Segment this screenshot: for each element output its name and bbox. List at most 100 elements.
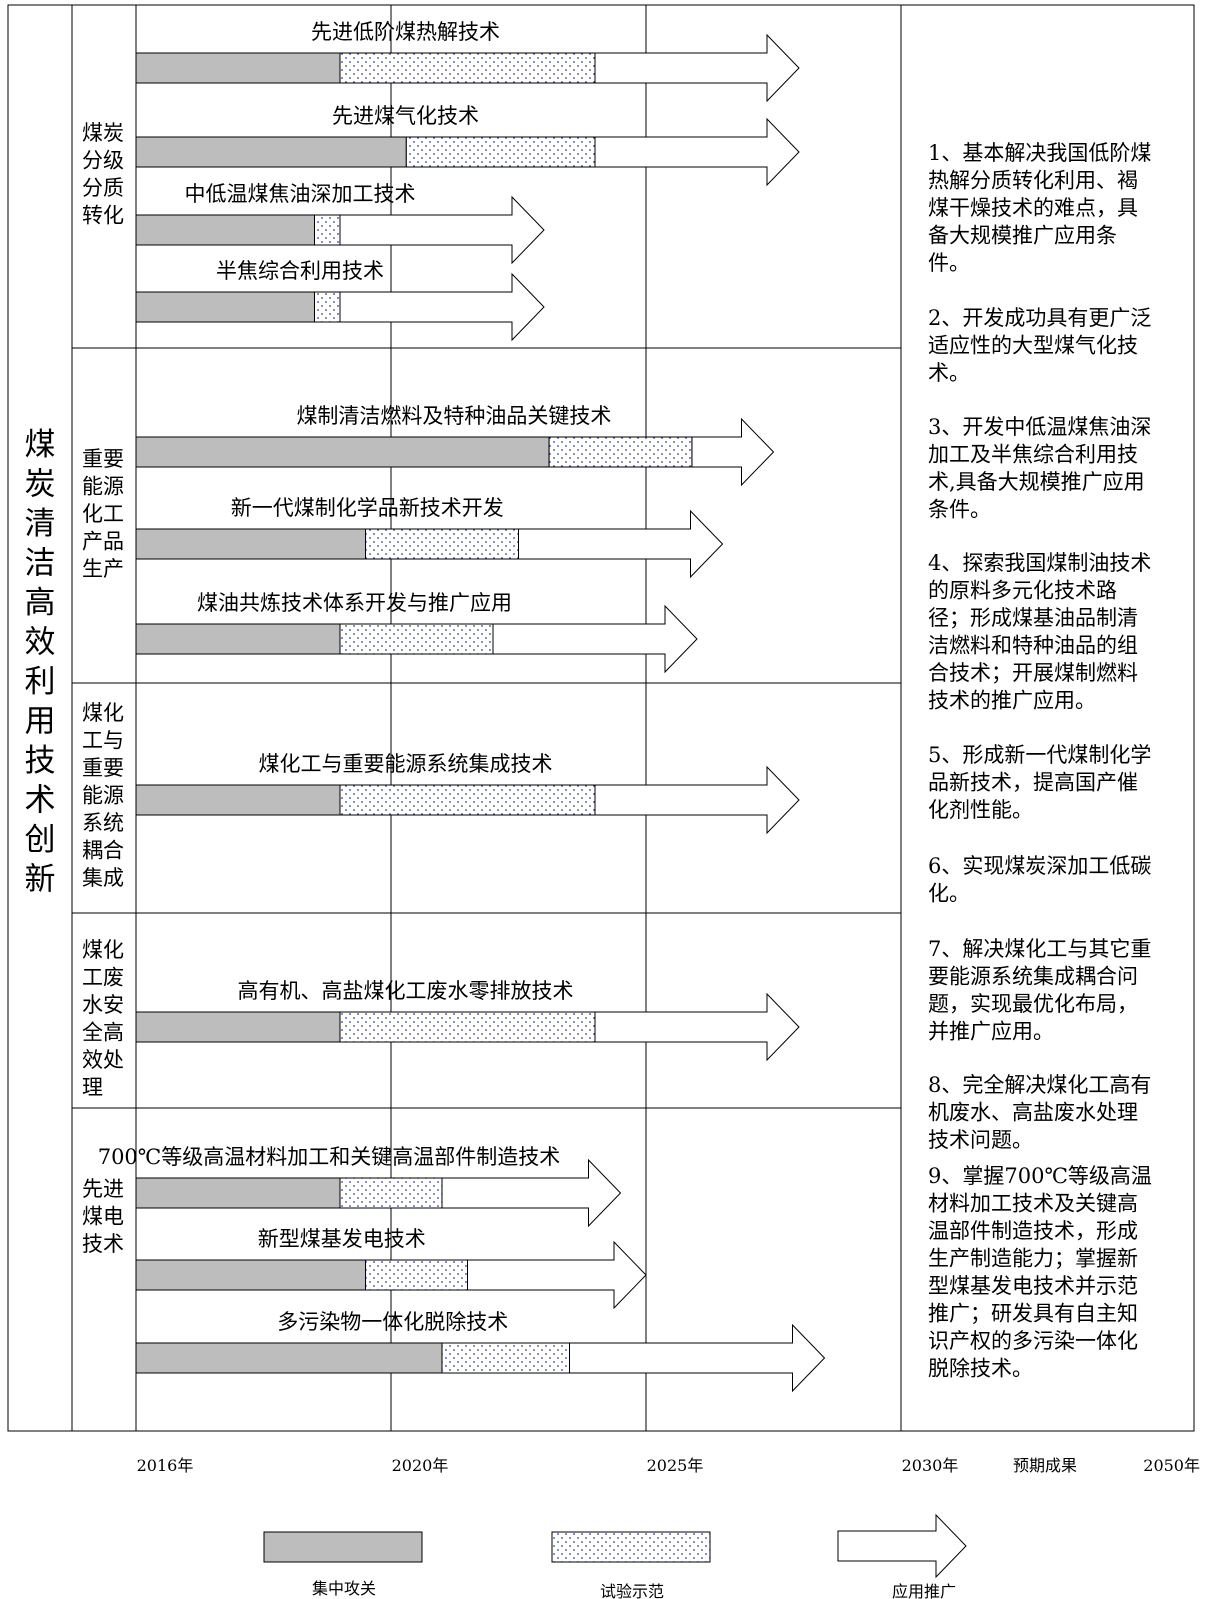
outcome-line: 识产权的多污染一体化 [928,1329,1138,1353]
category-label-line: 耦合 [82,839,124,863]
outcome-line: 径；形成煤基油品制清 [928,606,1138,630]
demo-bar [339,52,596,84]
task-name: 先进低阶煤热解技术 [311,20,500,44]
promotion-arrow [594,992,800,1062]
outcome-line: 品新技术，提高国产催 [928,771,1138,795]
demo-bar [339,623,494,655]
main-title-char: 用 [25,704,56,740]
timeline-label: 2020年 [392,1456,449,1475]
outcome-line: 推广；研发具有自主知 [928,1302,1138,1326]
category-label-line: 技术 [82,1232,124,1256]
outcome-line: 件。 [928,251,970,275]
promotion-arrow [441,1158,622,1228]
main-title-char: 煤 [25,427,56,463]
main-title-char: 高 [25,585,56,621]
outcome-line: 并推广应用。 [928,1020,1054,1044]
outcome-line: 生产制造能力；掌握新 [928,1247,1138,1271]
task-row: 煤制清洁燃料及特种油品关键技术 [135,404,775,487]
outcome-line: 化。 [928,882,970,906]
legend-focus-label: 集中攻关 [312,1579,376,1598]
promotion-arrow [339,272,545,342]
demo-bar [365,1259,468,1291]
category-label-line: 重要 [82,447,124,471]
legend-promotion-arrow [837,1513,967,1579]
category-label-line: 化工 [82,502,124,526]
focus-bar [135,1177,341,1209]
outcome-line: 热解分质转化利用、褐 [928,169,1138,193]
task-name: 新型煤基发电技术 [258,1227,426,1251]
task-row: 先进煤气化技术 [135,104,800,187]
category-label-line: 工与 [82,729,124,753]
outcome-line: 3、开发中低温煤焦油深 [928,415,1151,439]
outcome-line: 煤干燥技术的难点，具 [928,196,1138,220]
focus-bar [135,528,366,560]
category-label-line: 煤化 [82,938,124,962]
timeline-label: 2025年 [647,1456,704,1475]
outcome-line: 术。 [928,361,970,385]
outcome-line: 7、解决煤化工与其它重 [928,937,1151,961]
demo-bar [339,1177,443,1209]
task-row: 中低温煤焦油深加工技术 [135,182,545,265]
legend-promotion: 应用推广 [837,1513,967,1599]
demo-bar [548,436,693,468]
category-label-line: 煤电 [82,1205,124,1229]
demo-bar [339,1011,596,1043]
outcome-line: 8、完全解决煤化工高有 [928,1073,1151,1097]
category-label-line: 分级 [82,149,124,173]
outcome-line: 6、实现煤炭深加工低碳 [928,854,1151,878]
promotion-arrow [594,117,800,187]
category-label-line: 水安 [82,993,124,1017]
focus-bar [135,1259,366,1291]
promotion-arrow [518,509,724,579]
category-label-line: 效处 [82,1048,124,1072]
outcome-item: 9、掌握700℃等级高温材料加工技术及关键高温部件制造技术，形成生产制造能力；掌… [928,1164,1152,1381]
focus-bar [135,623,341,655]
category-label-line: 煤化 [82,701,124,725]
task-row: 高有机、高盐煤化工废水零排放技术 [135,979,800,1062]
task-name: 半焦综合利用技术 [216,259,384,283]
task-row: 新一代煤制化学品新技术开发 [135,496,724,579]
outcome-line: 要能源系统集成耦合问 [928,965,1138,989]
task-row: 多污染物一体化脱除技术 [135,1310,826,1393]
outcome-line: 4、探索我国煤制油技术 [928,551,1151,575]
demo-bar [365,528,519,560]
legend-demo-label: 试验示范 [600,1582,664,1599]
task-row: 煤化工与重要能源系统集成技术 [135,752,800,835]
outcome-line: 合技术；开展煤制燃料 [928,661,1138,685]
outcome-line: 条件。 [928,498,991,522]
timeline-label: 预期成果 [1013,1456,1077,1475]
timeline-axis: 2016年 2020年 2025年 2030年 预期成果 2050年 [137,1456,1200,1475]
main-title-char: 效 [25,625,56,661]
demo-bar [339,784,596,816]
task-name: 新一代煤制化学品新技术开发 [231,496,504,520]
outcome-line: 机废水、高盐废水处理 [928,1101,1138,1125]
task-name: 煤化工与重要能源系统集成技术 [259,752,553,776]
demo-bar [314,291,341,323]
promotion-arrow [569,1323,826,1393]
main-title-char: 技 [25,743,56,779]
outcome-line: 技术问题。 [928,1128,1033,1152]
main-title-char: 创 [25,822,56,858]
outcome-line: 型煤基发电技术并示范 [928,1274,1138,1298]
task-name: 煤制清洁燃料及特种油品关键技术 [296,404,611,428]
main-title-char: 清 [25,506,56,542]
main-title-char: 利 [25,664,56,700]
category-label-line: 能源 [82,784,124,808]
task-row: 700℃等级高温材料加工和关键高温部件制造技术 [98,1145,622,1228]
outcome-line: 技术的推广应用。 [928,689,1096,713]
outcome-line: 温部件制造技术，形成 [928,1219,1138,1243]
category-label-line: 重要 [82,756,124,780]
legend-focus-swatch [263,1531,423,1563]
outcome-line: 适应性的大型煤气化技 [928,334,1138,358]
outcome-line: 2、开发成功具有更广泛 [928,306,1151,330]
